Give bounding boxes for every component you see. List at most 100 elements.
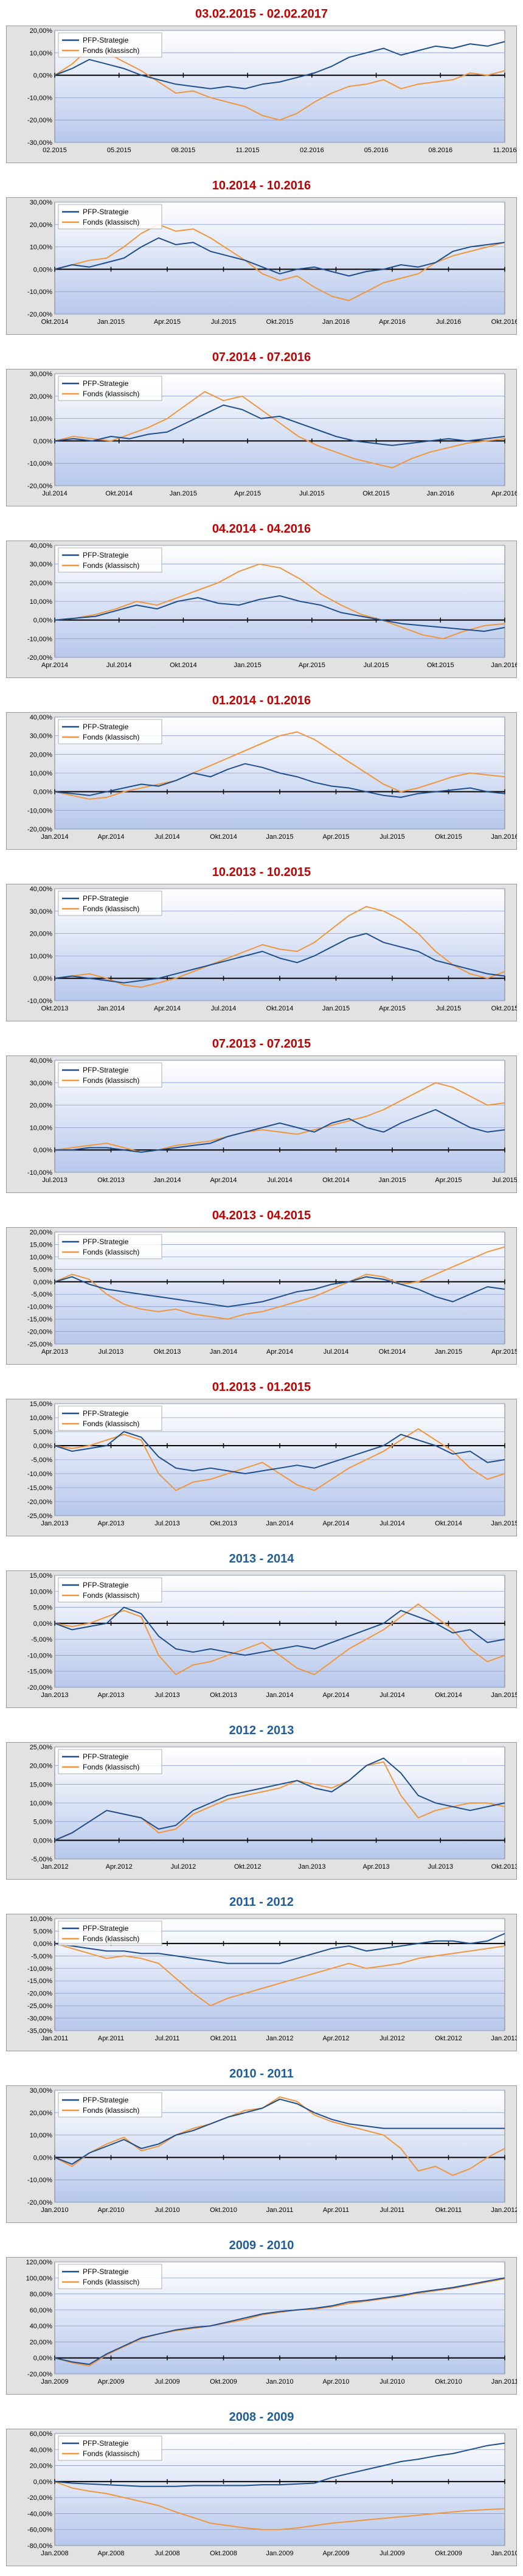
y-tick-label: 30,00%: [30, 561, 53, 569]
x-tick-label: Jul.2015: [211, 318, 237, 326]
chart-title: 2013 - 2014: [229, 1552, 294, 1566]
chart-svg: -20,00% -10,00% 0,00% 10,00% 20,00% 30,00% Jan…: [27, 2087, 517, 2214]
chart-svg: -35,00% -30,00% -25,00% -20,00% -15,00% -10,0…: [27, 1916, 517, 2042]
series-line-fonds: [54, 1428, 505, 1491]
y-tick-label: 20,00%: [30, 1763, 53, 1770]
x-tick-label: Jul.2014: [42, 490, 68, 497]
x-tick-label: Jan.2014: [153, 1177, 181, 1184]
x-tick-label: Apr.2014: [322, 1520, 349, 1527]
legend-box: [58, 1577, 162, 1603]
series-line-pfp: [54, 1757, 505, 1841]
legend-label: PFP-Strategie: [83, 2096, 129, 2104]
y-tick-label: 10,00%: [30, 416, 53, 423]
x-tick-label: Apr.2015: [435, 1177, 462, 1184]
x-tick-label: Jul.2013: [154, 1692, 180, 1699]
x-tick-label: Jul.2014: [211, 1005, 237, 1012]
y-tick-label: 60,00%: [30, 2307, 53, 2314]
x-tick-label: Okt.2014: [41, 318, 69, 326]
x-tick-label: Okt.2015: [435, 833, 462, 841]
y-tick-label: 40,00%: [30, 886, 53, 893]
series-line-pfp: [54, 933, 505, 984]
y-tick-label: 0,00%: [33, 2479, 52, 2486]
series-line-pfp: [54, 237, 505, 277]
legend-label: PFP-Strategie: [83, 1924, 129, 1933]
y-tick-label: 15,00%: [30, 1401, 53, 1408]
x-tick-label: Okt.2010: [210, 2207, 237, 2214]
x-tick-label: Okt.2014: [266, 1005, 294, 1012]
chart-svg: -25,00% -20,00% -15,00% -10,00% -5,00% 0,00% 5…: [27, 1229, 517, 1356]
y-tick-label: -10,00%: [27, 635, 52, 643]
chart-panel: 04.2014 - 04.2016 -20,00% -10,00% 0,00% 10,0…: [0, 515, 523, 687]
y-tick-label: -10,00%: [27, 460, 52, 467]
chart-panel: 01.2014 - 01.2016 -20,00% -10,00% 0,00% 10,0…: [0, 687, 523, 858]
chart-panel: 2008 - 2009 -80,00% -60,00% -40,00% -20,00% 0…: [0, 2403, 523, 2575]
y-tick-label: -25,00%: [27, 1341, 52, 1348]
x-tick-label: Apr.2014: [41, 662, 68, 669]
legend-box: [58, 1920, 162, 1946]
y-tick-label: -10,00%: [27, 1965, 52, 1973]
x-tick-label: Okt.2009: [435, 2550, 462, 2557]
x-tick-label: Apr.2015: [299, 662, 325, 669]
y-tick-label: 0,00%: [33, 266, 52, 273]
legend-label: Fonds (klassisch): [83, 390, 139, 398]
x-tick-label: 11.2016: [493, 147, 517, 154]
y-tick-label: 100,00%: [26, 2275, 53, 2282]
x-tick-label: Apr.2015: [379, 1005, 406, 1012]
chart-svg: -5,00% 0,00% 5,00% 10,00% 15,00% 20,00% 25,00%…: [30, 1744, 517, 1871]
legend-label: PFP-Strategie: [83, 1581, 129, 1589]
x-tick-label: Jul.2014: [106, 662, 132, 669]
x-tick-label: Jan.2015: [491, 1692, 517, 1699]
legend-label: PFP-Strategie: [83, 1409, 129, 1418]
x-tick-label: Jan.2010: [266, 2378, 293, 2385]
x-tick-label: Apr.2009: [97, 2378, 124, 2385]
y-tick-label: -10,00%: [27, 2177, 52, 2184]
x-tick-label: Jan.2010: [491, 2550, 517, 2557]
y-tick-label: 20,00%: [30, 222, 53, 229]
x-tick-label: 05.2016: [364, 147, 389, 154]
x-tick-label: Jul.2011: [155, 2035, 180, 2042]
x-tick-label: Jul.2015: [364, 662, 389, 669]
y-tick-label: 20,00%: [30, 2110, 53, 2117]
y-tick-label: -20,00%: [27, 1499, 52, 1506]
y-tick-label: 30,00%: [30, 733, 53, 740]
series-line-fonds: [54, 563, 505, 640]
x-tick-label: Jan.2010: [41, 2207, 68, 2214]
y-tick-label: 5,00%: [33, 1429, 52, 1436]
series-line-fonds: [54, 1246, 505, 1320]
series-line-fonds: [54, 1603, 505, 1675]
x-tick-label: Apr.2014: [210, 1177, 237, 1184]
x-tick-label: Jan.2014: [266, 1520, 293, 1527]
x-tick-label: Jan.2009: [41, 2378, 68, 2385]
legend-label: Fonds (klassisch): [83, 2106, 139, 2115]
x-tick-label: Jan.2014: [41, 833, 68, 841]
x-tick-label: Apr.2015: [154, 318, 181, 326]
y-tick-label: -20,00%: [27, 654, 52, 662]
chart-title: 01.2013 - 01.2015: [212, 1381, 311, 1394]
legend-label: Fonds (klassisch): [83, 46, 139, 55]
legend-label: PFP-Strategie: [83, 551, 129, 559]
y-tick-label: -5,00%: [31, 1291, 52, 1298]
y-tick-label: 20,00%: [30, 2339, 53, 2346]
y-tick-label: 0,00%: [33, 1279, 52, 1286]
x-tick-label: Jan.2013: [41, 1692, 68, 1699]
legend-label: PFP-Strategie: [83, 36, 129, 44]
x-tick-label: Okt.2014: [435, 1520, 462, 1527]
x-tick-label: Jul.2015: [299, 490, 325, 497]
series-line-pfp: [54, 1431, 505, 1474]
x-tick-label: Jul.2013: [154, 1520, 180, 1527]
x-tick-label: Apr.2015: [491, 1348, 517, 1356]
x-tick-label: Apr.2015: [322, 833, 349, 841]
y-tick-label: 15,00%: [30, 1572, 53, 1580]
y-tick-label: -5,00%: [31, 1636, 52, 1643]
x-tick-label: Jan.2015: [266, 833, 293, 841]
y-tick-label: 20,00%: [30, 579, 53, 587]
y-tick-label: 20,00%: [30, 2463, 53, 2470]
series-line-pfp: [54, 41, 505, 89]
x-tick-label: Jan.2014: [266, 1692, 293, 1699]
chart-title: 04.2013 - 04.2015: [212, 1209, 311, 1222]
y-tick-label: 0,00%: [33, 1147, 52, 1154]
